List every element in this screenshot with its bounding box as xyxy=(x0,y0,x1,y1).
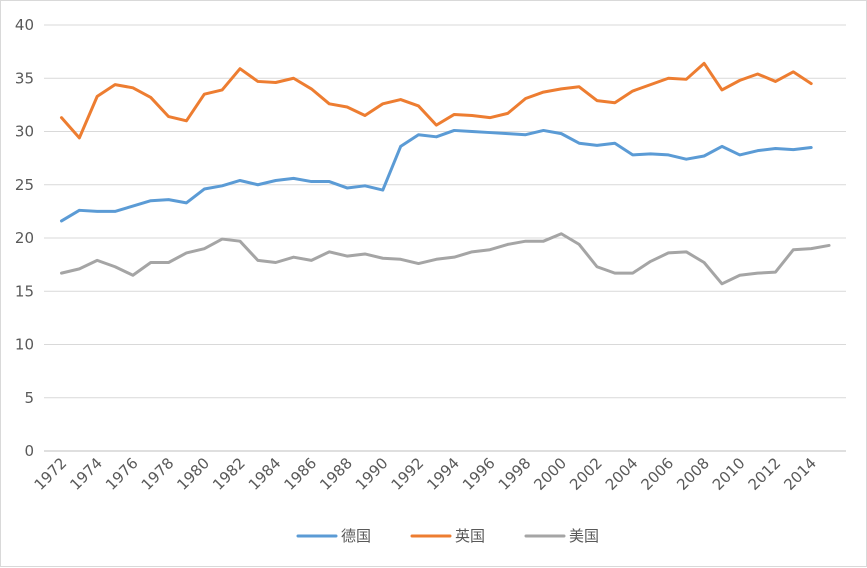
x-tick-label: 2014 xyxy=(780,454,820,494)
x-tick-label: 2008 xyxy=(673,454,713,494)
x-tick-label: 1990 xyxy=(352,454,392,494)
x-tick-label: 2010 xyxy=(709,454,749,494)
x-tick-label: 1992 xyxy=(388,454,428,494)
y-tick-label: 20 xyxy=(15,229,34,247)
x-tick-label: 1974 xyxy=(66,454,106,494)
x-tick-label: 1978 xyxy=(138,454,178,494)
x-tick-label: 1972 xyxy=(31,454,71,494)
x-tick-label: 2006 xyxy=(637,454,677,494)
y-tick-label: 35 xyxy=(15,69,34,87)
x-tick-label: 1994 xyxy=(423,454,463,494)
x-tick-label: 1998 xyxy=(495,454,535,494)
x-tick-label: 1980 xyxy=(173,454,213,494)
legend-label-3: 美国 xyxy=(569,527,599,545)
y-tick-label: 10 xyxy=(15,336,34,354)
x-tick-label: 2004 xyxy=(602,454,642,494)
x-tick-label: 1982 xyxy=(209,454,249,494)
x-tick-label: 1984 xyxy=(245,454,285,494)
y-tick-label: 40 xyxy=(15,16,34,34)
legend-label-2: 英国 xyxy=(455,527,485,545)
x-tick-label: 1996 xyxy=(459,454,499,494)
series-line-3 xyxy=(60,232,831,286)
x-tick-label: 2000 xyxy=(530,454,570,494)
y-tick-label: 30 xyxy=(15,123,34,141)
legend-label-1: 德国 xyxy=(341,527,371,545)
y-tick-label: 25 xyxy=(15,176,34,194)
x-tick-label: 2002 xyxy=(566,454,606,494)
y-tick-label: 0 xyxy=(24,442,34,460)
series-line-1 xyxy=(60,128,813,223)
y-tick-label: 5 xyxy=(24,389,34,407)
x-tick-label: 1976 xyxy=(102,454,142,494)
x-tick-label: 1986 xyxy=(280,454,320,494)
y-tick-label: 15 xyxy=(15,282,34,300)
series-line-2 xyxy=(60,61,813,140)
x-tick-label: 1988 xyxy=(316,454,356,494)
x-tick-label: 2012 xyxy=(745,454,785,494)
